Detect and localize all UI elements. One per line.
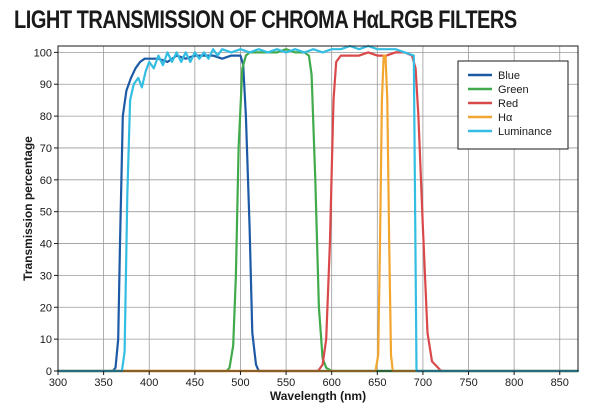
x-tick-label: 500 — [231, 377, 249, 389]
y-tick-label: 80 — [40, 111, 52, 123]
legend-entry: Red — [498, 98, 518, 110]
x-tick-label: 650 — [368, 377, 386, 389]
legend-entry: Luminance — [498, 126, 552, 138]
legend-entry: Hα — [498, 112, 513, 124]
legend: Blue Green Red Hα Luminance — [457, 60, 569, 150]
legend-entry: Green — [498, 84, 529, 96]
y-tick-label: 10 — [40, 334, 52, 346]
x-axis-label: Wavelength (nm) — [270, 389, 366, 403]
y-tick-label: 20 — [40, 302, 52, 314]
y-tick-label: 50 — [40, 207, 52, 219]
series-line-blue — [56, 54, 580, 373]
x-tick-label: 550 — [277, 377, 295, 389]
x-tick-label: 400 — [140, 377, 158, 389]
x-tick-label: 700 — [414, 377, 432, 389]
series-line-h — [56, 54, 580, 373]
chart-title: LIGHT TRANSMISSION OF CHROMA HαLRGB FILT… — [14, 6, 517, 34]
y-tick-label: 40 — [40, 239, 52, 251]
x-tick-label: 850 — [551, 377, 569, 389]
y-tick-label: 0 — [46, 366, 52, 378]
plot-frame — [57, 45, 579, 372]
series-line-green — [56, 48, 580, 373]
y-axis: 0 10 20 30 40 50 60 70 80 90 100 — [34, 47, 58, 378]
y-tick-label: 100 — [34, 47, 52, 59]
x-tick-label: 300 — [49, 377, 67, 389]
x-axis: 300 350 400 450 500 550 600 650 700 750 800 850 — [49, 371, 569, 389]
series-line-luminance — [56, 44, 580, 373]
y-tick-label: 70 — [40, 143, 52, 155]
x-tick-label: 350 — [94, 377, 112, 389]
x-tick-label: 450 — [186, 377, 204, 389]
y-axis-label: Transmission percentage — [21, 136, 35, 281]
y-tick-label: 90 — [40, 79, 52, 91]
legend-entry: Blue — [498, 70, 520, 82]
y-tick-label: 60 — [40, 175, 52, 187]
series-group — [56, 44, 580, 373]
y-tick-label: 30 — [40, 270, 52, 282]
series-line-red — [56, 51, 580, 373]
x-tick-label: 750 — [459, 377, 477, 389]
x-tick-label: 600 — [323, 377, 341, 389]
x-tick-label: 800 — [505, 377, 523, 389]
